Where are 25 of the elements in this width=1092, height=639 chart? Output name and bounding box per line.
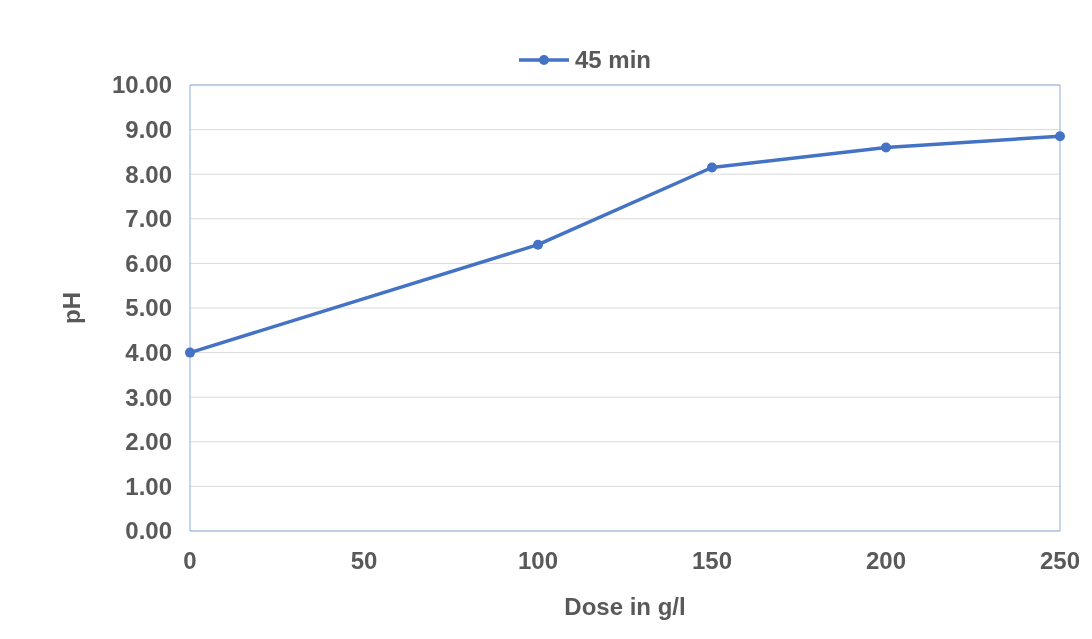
x-tick-label: 200: [865, 547, 907, 574]
y-tick-label: 6.00: [125, 249, 172, 277]
point: [881, 142, 891, 153]
legend-label: 45 min: [575, 46, 652, 74]
y-tick-label: 5.00: [125, 294, 172, 322]
x-tick-label: 150: [691, 547, 733, 574]
y-tick-label: 1.00: [125, 472, 172, 500]
x-tick-label: 0: [183, 547, 197, 574]
x-axis-title: Dose in g/l: [564, 593, 686, 620]
y-tick-label: 8.00: [125, 160, 172, 188]
point: [1055, 131, 1065, 142]
point: [185, 347, 195, 358]
point: [533, 239, 543, 250]
y-tick-label: 0.00: [125, 517, 172, 545]
x-tick-label: 50: [350, 547, 378, 574]
y-tick-label: 3.00: [125, 383, 172, 411]
y-tick-label: 10.00: [111, 71, 172, 99]
point: [707, 162, 717, 173]
x-tick-label: 100: [517, 547, 559, 574]
y-tick-label: 9.00: [125, 116, 172, 143]
y-tick-label: 7.00: [125, 205, 172, 233]
y-tick-label: 4.00: [125, 339, 172, 366]
y-tick-label: 2.00: [125, 428, 172, 456]
y-axis-title: pH: [58, 292, 85, 324]
x-tick-label: 250: [1039, 547, 1081, 574]
